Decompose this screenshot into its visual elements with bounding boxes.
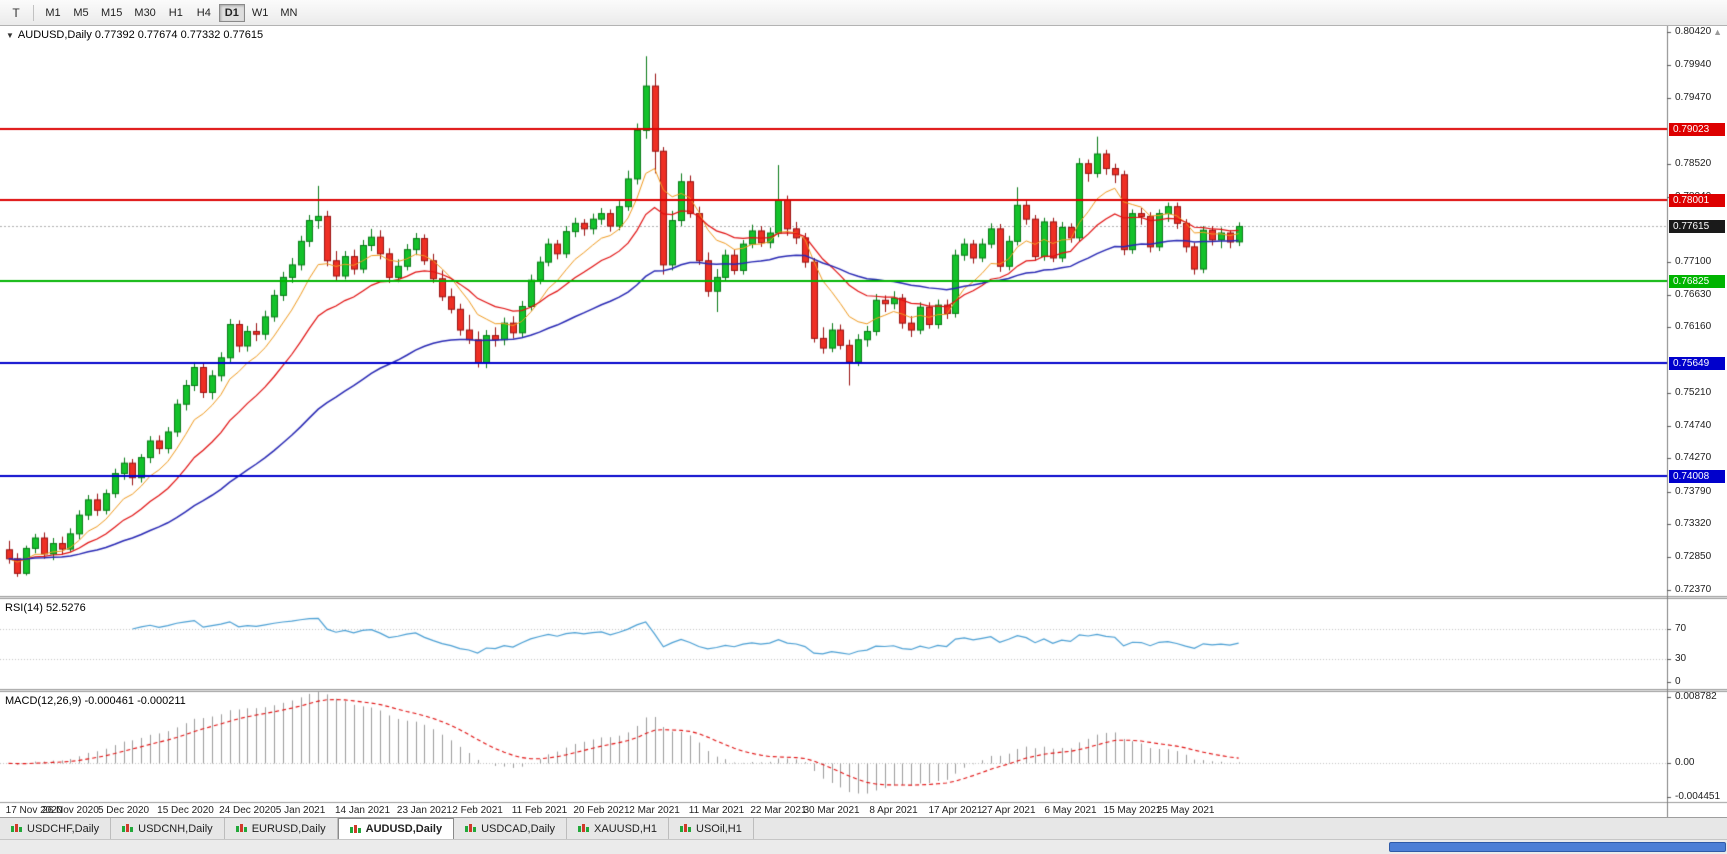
chart-tab-bar: USDCHF,Daily USDCNH,Daily EURUSD,Daily AUDU… [0,817,1727,839]
chart-tab-usdcnh[interactable]: USDCNH,Daily [111,818,225,839]
timeframe-mn-button[interactable]: MN [280,6,298,19]
mini-chart-icon [11,823,22,834]
mini-chart-icon [680,823,691,834]
chart-tab-label: USDCHF,Daily [27,822,100,835]
chart-tab-label: EURUSD,Daily [251,822,326,835]
scroll-to-end-icon[interactable]: ▲ [1713,27,1722,37]
text-tool-icon[interactable]: T [12,5,20,20]
mini-chart-icon [235,823,247,834]
timeframe-h1-button[interactable]: H1 [168,6,183,19]
rsi-label: RSI(14) 52.5276 [5,602,86,614]
timeframe-m30-button[interactable]: M30 [134,6,156,19]
mini-chart-icon [465,823,477,834]
chart-title-row: ▼ AUDUSD,Daily 0.77392 0.77674 0.77332 0… [6,29,263,41]
toolbar-separator [33,4,34,21]
chart-tab-label: USOil,H1 [696,822,742,835]
chart-tab-usdcad[interactable]: USDCAD,Daily [454,818,568,839]
chart-tab-eurusd[interactable]: EURUSD,Daily [225,818,338,839]
chart-tab-label: USDCNH,Daily [138,822,213,835]
timeframe-m15-button[interactable]: M15 [101,6,123,19]
price-chart-canvas[interactable] [0,26,1727,817]
chart-tab-xauusd[interactable]: XAUUSD,H1 [567,818,669,839]
chart-tab-usdchf[interactable]: USDCHF,Daily [0,818,112,839]
scrollbar-thumb[interactable] [1389,842,1726,852]
mini-chart-icon [349,824,361,835]
timeframe-w1-button[interactable]: W1 [251,6,269,19]
mini-chart-icon [122,823,134,834]
horizontal-scrollbar [0,839,1727,854]
timeframe-m5-button[interactable]: M5 [73,6,89,19]
timeframe-bar: M1 M5 M15 M30 H1 H4 D1 W1 MN [39,3,303,22]
mini-chart-icon [578,823,590,834]
chart-tab-label: AUDUSD,Daily [365,823,443,835]
chart-tab-label: USDCAD,Daily [481,822,556,835]
timeframe-m1-button[interactable]: M1 [45,6,61,19]
chart-tab-usoil[interactable]: USOil,H1 [669,818,754,839]
timeframe-h4-button[interactable]: H4 [196,6,211,19]
chart-tab-audusd[interactable]: AUDUSD,Daily [337,818,455,839]
macd-label: MACD(12,26,9) -0.000461 -0.000211 [5,695,186,707]
chart-tab-label: XAUUSD,H1 [594,822,657,835]
symbol-collapse-icon[interactable]: ▼ [6,30,14,40]
chart-area: ▼ AUDUSD,Daily 0.77392 0.77674 0.77332 0… [0,26,1727,817]
timeframe-d1-button[interactable]: D1 [218,3,245,22]
chart-title: AUDUSD,Daily 0.77392 0.77674 0.77332 0.7… [17,29,264,41]
